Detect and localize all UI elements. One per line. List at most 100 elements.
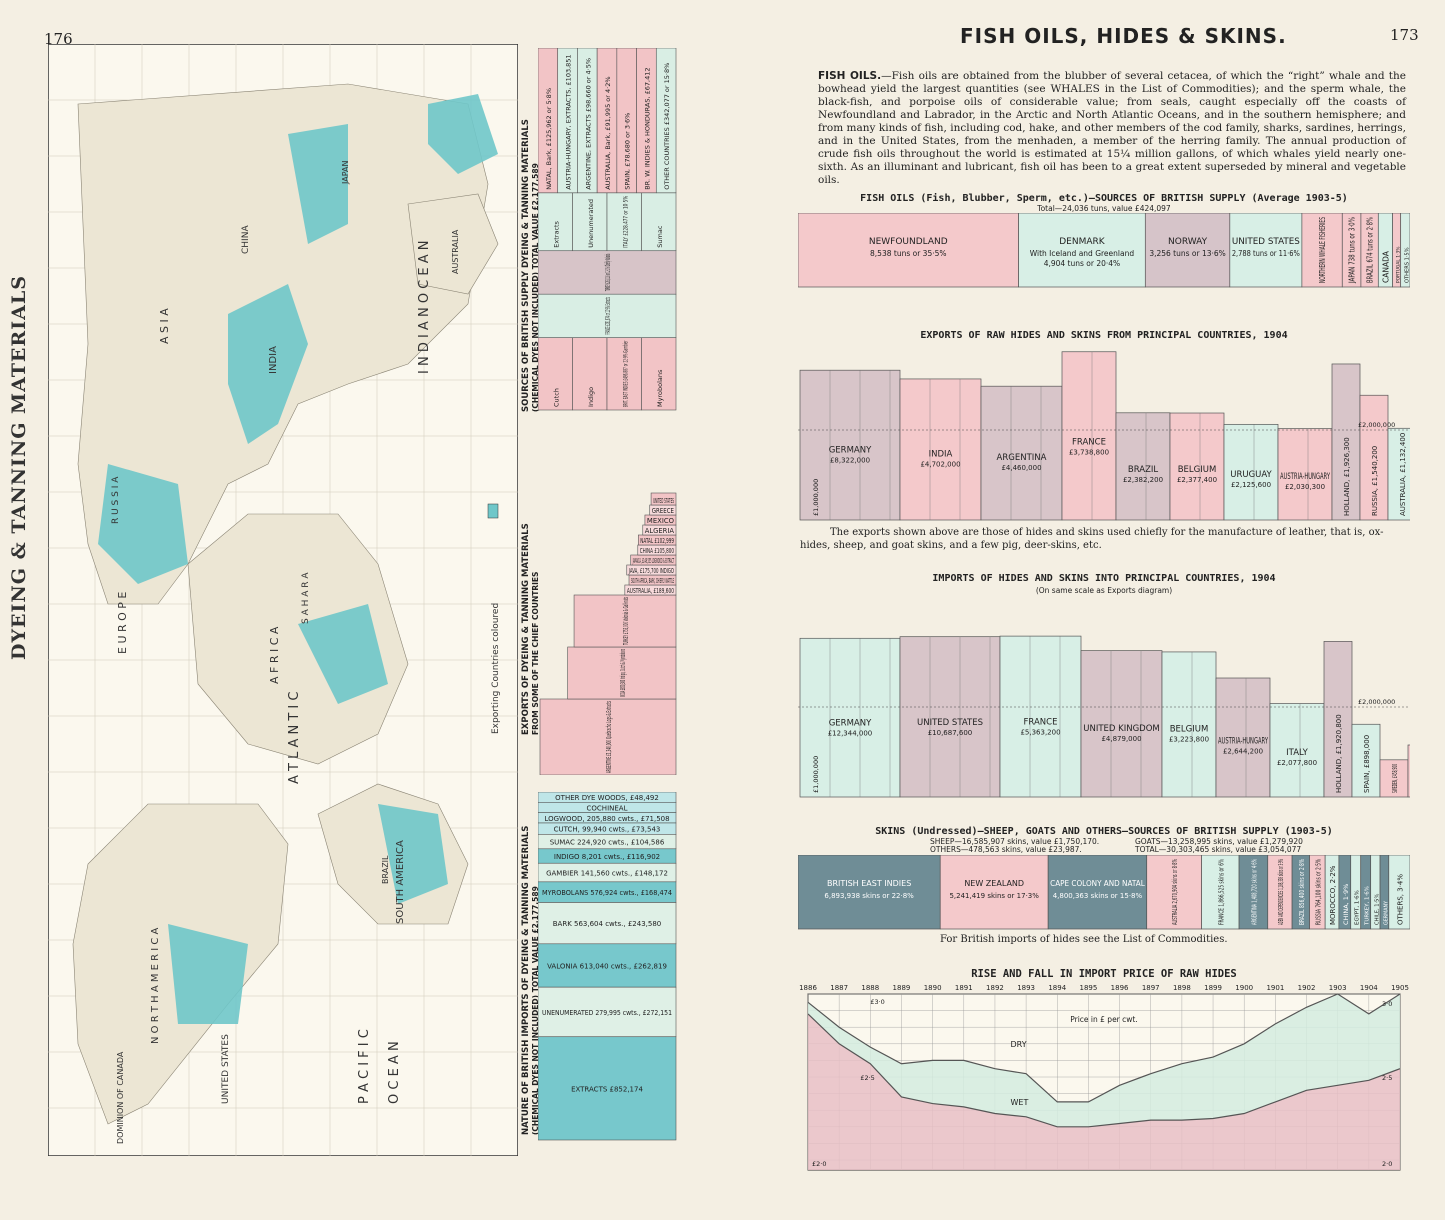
imports-dyeing-chart: OTHER DYE WOODS, £48,492 COCHINEAL LOGWOOD…	[538, 792, 677, 1141]
year-label-1896: 1896	[1111, 984, 1129, 992]
label-uruguay: URUGUAY	[1230, 470, 1272, 480]
export-dyeing-label-java-175-700-indigo: JAVA, £175,700 INDIGO	[628, 567, 674, 575]
fish-oils-subtitle: Total—24,036 tuns, value £424,097	[1037, 204, 1171, 213]
import-dyeing-label-valonia-613-040-cwts-262-819: VALONIA 613,040 cwts., £262,819	[547, 962, 667, 970]
fish-oils-title: FISH OILS (Fish, Blubber, Sperm, etc.)—S…	[860, 193, 1348, 204]
label-aden-and-dependencies: ADEN AND DEPENDENCIES 1,188,338 skins or…	[1277, 859, 1285, 925]
import-dyeing-label-cochineal: COCHINEAL	[587, 804, 628, 812]
year-label-1905: 1905	[1391, 984, 1409, 992]
export-dyeing-india-850-300-indigo-cutch-myrobolans	[567, 646, 677, 700]
skins-others: OTHERS—478,563 skins, value £23,987.	[930, 845, 1082, 854]
right-tick-2: 2·0	[1382, 1160, 1392, 1168]
label-holland: HOLLAND, £1,926,300	[1343, 437, 1351, 516]
reference-label-2m: £2,000,000	[1358, 421, 1395, 429]
label-newfoundland: NEWFOUNDLAND	[869, 237, 948, 247]
source-label-myrobolans: Myrobolans	[656, 369, 664, 407]
bar-australia	[1146, 855, 1202, 930]
source-label-france-281-674-or-12-9-extracts: FRANCE £281,674 or 12·9% Extracts	[604, 297, 612, 335]
value-united-kingdom: £4,879,000	[1101, 735, 1141, 743]
label-ocean-pacific: O C E A N	[387, 1041, 402, 1104]
value-united-states: £10,687,600	[928, 729, 973, 737]
label-belgium: BELGIUM	[1170, 725, 1209, 735]
bar-india	[899, 378, 982, 521]
source-label-cutch: Cutch	[552, 388, 560, 407]
value-belgium: £3,223,800	[1169, 736, 1209, 744]
source-label-spain-78-680-or-3-6: SPAIN, £78,680 or 3·6%	[624, 113, 632, 190]
wet-line	[807, 1013, 1401, 1128]
bar-belgium	[1169, 412, 1225, 521]
bar-germany	[799, 637, 901, 798]
bar-united-states	[1229, 213, 1303, 288]
label-argentina: ARGENTINA	[997, 453, 1047, 463]
label-china: CHINA	[241, 225, 251, 254]
import-dyeing-label-gambier-141-560-cwts-148-172: GAMBIER 141,560 cwts., £148,172	[546, 870, 668, 878]
bar-aden-and-dependencies	[1267, 855, 1293, 930]
exports-hides-title: EXPORTS OF RAW HIDES AND SKINS FROM PRIN…	[920, 330, 1288, 341]
label-brazil: BRAZIL 674 tuns or 2·8%	[1366, 217, 1375, 283]
export-dyeing-label-australia-189-600: AUSTRALIA, £189,600	[627, 587, 674, 595]
export-dyeing-argentine-1-340-000-quebracho-logs-extracts	[539, 698, 677, 775]
year-label-1889: 1889	[893, 984, 911, 992]
world-map: A S I A E U R O P E A F R I C A N O R T …	[48, 44, 518, 1156]
label-belgium: BELGIUM	[1178, 465, 1217, 475]
label-germany: GERMANY	[829, 446, 872, 456]
bar-united-states	[899, 636, 1001, 798]
year-label-1899: 1899	[1204, 984, 1222, 992]
source-label-austria-hungary-extracts-103-851: AUSTRIA-HUNGARY, EXTRACTS, £103,851	[565, 54, 573, 189]
value-germany: £8,322,000	[830, 457, 870, 465]
sublabel-british-east-indies: 6,893,938 skins or 22·8%	[824, 892, 914, 900]
value-uruguay: £2,125,600	[1231, 481, 1271, 489]
source-label-indigo: Indigo	[587, 387, 595, 407]
sublabel-united-states: 2,788 tuns or 11·6%	[1232, 249, 1300, 258]
page-title: FISH OILS, HIDES & SKINS.	[960, 24, 1287, 48]
bar-australia	[1387, 427, 1410, 521]
label-holland: HOLLAND, £1,920,800	[1335, 714, 1343, 793]
right-page-number: 173	[1390, 26, 1419, 44]
skins-note: For British imports of hides see the Lis…	[940, 934, 1228, 945]
label-brazil: BRAZIL	[1128, 465, 1159, 475]
imports-hides-title: IMPORTS OF HIDES AND SKINS INTO PRINCIPA…	[932, 573, 1276, 584]
bar-northern-whale-fisheries	[1301, 213, 1343, 288]
label-spain: SPAIN, £898,000	[1363, 735, 1371, 793]
label-australia: AUSTRALIA	[451, 229, 460, 274]
right-tick-3: 3·0	[1382, 1000, 1392, 1008]
bar-italy	[1269, 703, 1325, 798]
bar-france	[1201, 855, 1240, 930]
label-norway: NORWAY	[1168, 237, 1208, 247]
label-japan: JAPAN 738 tuns or 3·0%	[1348, 217, 1357, 284]
y-axis-label: Price in £ per cwt.	[1070, 1015, 1137, 1024]
label-china-1-9: CHINA, 1·9%	[1342, 884, 1350, 925]
source-box-turkey-263-116-or-12-1-chiefly-valonia	[538, 250, 677, 295]
bar-france	[999, 635, 1082, 798]
export-region-africa	[298, 604, 388, 704]
bar-new-zealand	[939, 855, 1049, 930]
dry-area	[808, 994, 1400, 1127]
year-label-1898: 1898	[1173, 984, 1191, 992]
price-chart: 1886 1887 1888 1889 1890 1891 1892 1893 1894 1895…	[799, 984, 1409, 1171]
price-chart-title: RISE AND FALL IN IMPORT PRICE OF RAW HID…	[971, 968, 1237, 980]
export-dyeing-label-algeria: ALGERIA	[645, 527, 674, 535]
import-dyeing-label-bark-563-604-cwts-243-580: BARK 563,604 cwts., £243,580	[553, 920, 661, 928]
value-germany: £12,344,000	[828, 730, 873, 738]
label-portugal: PORTUGAL 1·3%	[1396, 246, 1402, 283]
source-box-extracts	[538, 192, 573, 252]
label-france: FRANCE	[1024, 718, 1058, 728]
label-italy: ITALY	[1286, 748, 1308, 758]
value-austria-hungary: £2,030,300	[1285, 483, 1325, 491]
label-russia: RUSSIA 764,100 skins or 2·5%	[1314, 859, 1322, 925]
source-label-italy-228-477-or-10-5: ITALY £228,477 or 10·5%	[621, 196, 629, 248]
label-others: OTHERS 1·5%	[1404, 247, 1410, 283]
year-label-1894: 1894	[1048, 984, 1066, 992]
source-label-brit-east-indies-496-887-or-22-9-gambier: BRIT. EAST INDIES £496,887 or 22·9% Gamb…	[621, 340, 629, 407]
bar-uruguay	[1223, 423, 1279, 521]
sublabel-new-zealand: 5,241,419 skins or 17·3%	[949, 892, 1039, 900]
label-asia: A S I A	[158, 308, 171, 344]
landmass-australia	[407, 193, 499, 295]
y-tick-2: £2·0	[812, 1160, 826, 1168]
year-label-1900: 1900	[1235, 984, 1253, 992]
source-label-br-w-indies-honduras-67-412: BR. W. INDIES & HONDURAS, £67,412	[643, 68, 651, 190]
import-dyeing-label-extracts-852-174: EXTRACTS £852,174	[571, 1085, 643, 1093]
export-dyeing-label-india-850-300-indigo-cutch-myrobolans: INDIA £850,300 Indigo, Cutch & Myrobolan…	[619, 649, 627, 697]
label-egypt-1-6: EGYPT, 1·6%	[1355, 890, 1361, 925]
export-dyeing-label-turkey-753-000-valonia-gall-nuts: TURKEY £753,000 Valonia & Gall-nuts	[622, 597, 630, 645]
